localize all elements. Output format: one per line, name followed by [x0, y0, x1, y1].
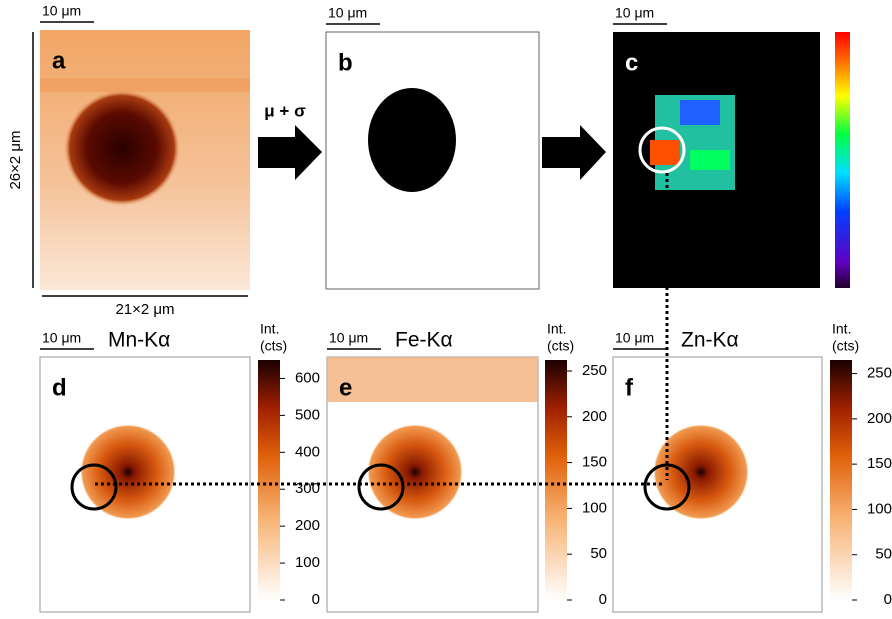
scale-bar-label: 10 μm [615, 330, 654, 346]
panel-title: Fe-Kα [395, 329, 453, 352]
colorbar-tick-label: 600 [295, 369, 320, 386]
colorbar-tick-label: 250 [867, 365, 892, 382]
colorbar-tick-label: 0 [884, 591, 892, 608]
colorbar [258, 360, 280, 600]
map-band [40, 78, 250, 92]
highlight-circle [70, 463, 118, 511]
colorbar-tick-label: 400 [295, 443, 320, 460]
map-particle [80, 424, 176, 520]
panel-label: a [52, 47, 66, 74]
scale-bar-label: 10 μm [328, 5, 367, 21]
map-blob [680, 100, 720, 125]
panel-title: Zn-Kα [681, 329, 739, 352]
panel-label: f [625, 374, 634, 401]
highlight-circle [638, 126, 686, 174]
arrow-label: μ + σ [264, 101, 306, 120]
scale-bar-label: 10 μm [42, 3, 81, 19]
panel-label: e [339, 374, 352, 401]
colorbar-tick-label: 50 [875, 546, 892, 563]
panel-b [325, 31, 540, 290]
y-dimension: 26×2 μm [7, 130, 24, 189]
colorbar-tick-label: 0 [312, 591, 320, 608]
colorbar-tick-label: 50 [590, 545, 607, 562]
colorbar-tick-label: 200 [295, 517, 320, 534]
scale-bar-label: 10 μm [42, 330, 81, 346]
arrow [258, 125, 322, 180]
colorbar-title: (cts) [260, 338, 287, 354]
colorbar-title: Int. [832, 321, 851, 337]
panel-title: Mn-Kα [108, 329, 170, 352]
scale-bar-label: 10 μm [329, 330, 368, 346]
map-blob [650, 140, 680, 165]
map-particle [653, 424, 749, 520]
colorbar-title: Int. [547, 321, 566, 337]
colorbar-title: Int. [260, 321, 279, 337]
colorbar-tick-label: 200 [582, 408, 607, 425]
arrow [542, 125, 606, 180]
map-band [327, 357, 538, 402]
colorbar-tick-label: 100 [582, 499, 607, 516]
colorbar-tick-label: 150 [867, 455, 892, 472]
scale-bar-label: 10 μm [615, 5, 654, 21]
panel-label: d [52, 374, 67, 401]
colorbar-tick-label: 100 [867, 500, 892, 517]
colorbar [830, 360, 852, 600]
highlight-circle [357, 463, 405, 511]
map-particle [367, 424, 463, 520]
map-mask [368, 88, 456, 192]
colorbar-title: (cts) [547, 338, 574, 354]
panel-a: 26×2 μm 21×2 μm [7, 30, 250, 318]
x-dimension: 21×2 μm [115, 301, 174, 318]
colorbar-tick-label: 250 [582, 362, 607, 379]
colorbar-tick-label: 100 [295, 554, 320, 571]
colorbar-tick-label: 200 [867, 410, 892, 427]
arrows: μ + σ [258, 101, 606, 180]
colorbar-tick-label: 0 [599, 591, 607, 608]
panel-label: c [625, 49, 638, 76]
map-particle [64, 90, 180, 206]
colorbar [835, 32, 850, 288]
colorbar-tick-label: 500 [295, 406, 320, 423]
map-blob [690, 150, 730, 170]
panel-label: b [338, 49, 353, 76]
colorbar-tick-label: 150 [582, 454, 607, 471]
colorbar-title: (cts) [832, 338, 859, 354]
highlight-circle [643, 463, 691, 511]
panel-c [613, 32, 850, 288]
colorbar [545, 360, 567, 600]
guides [95, 173, 669, 486]
